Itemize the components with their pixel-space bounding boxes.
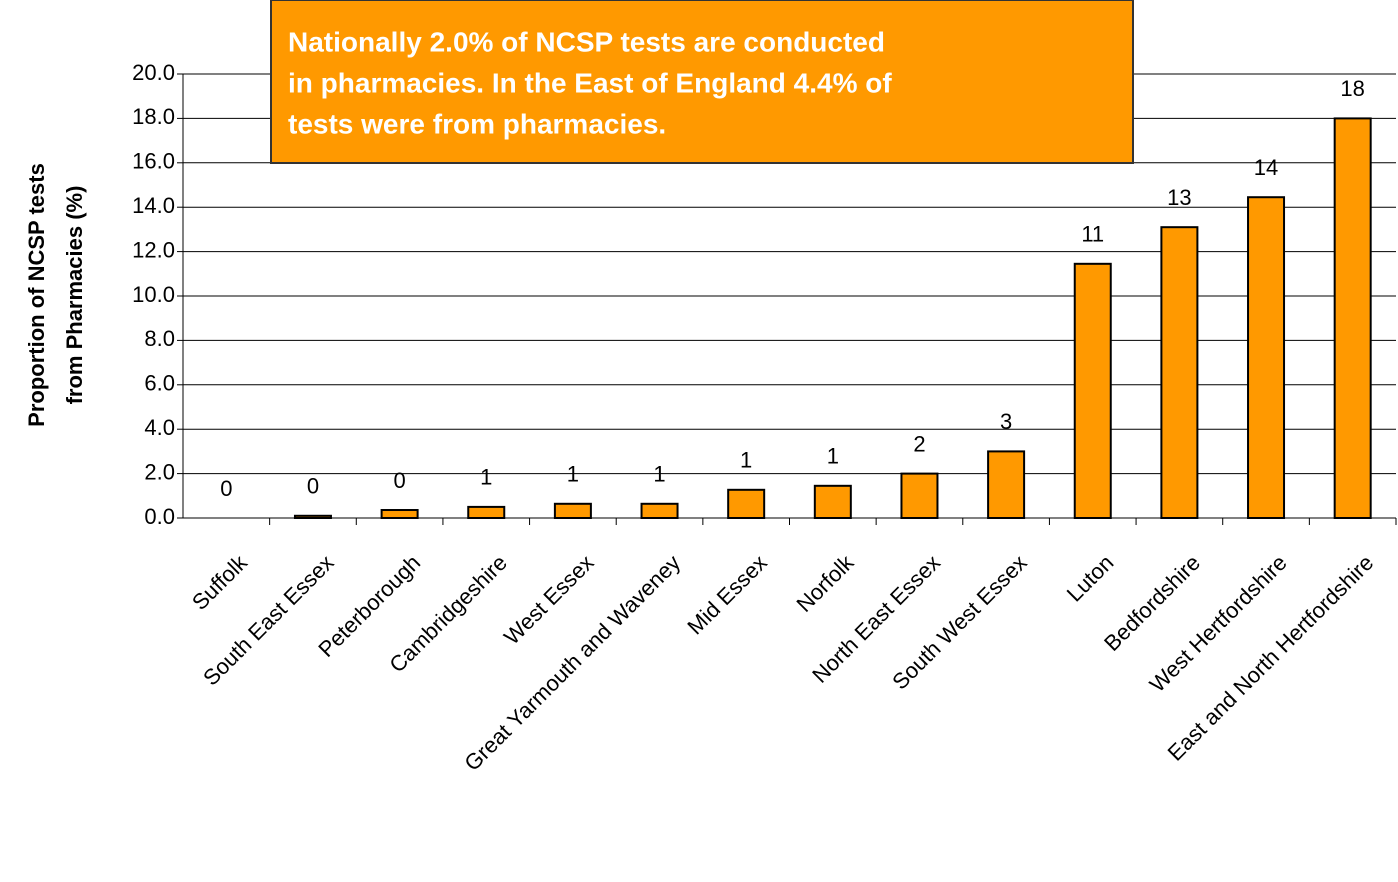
- bar: [467, 505, 506, 519]
- value-label: 1: [567, 462, 579, 487]
- y-axis-title: Proportion of NCSP tests: [24, 163, 49, 427]
- bar: [987, 450, 1026, 519]
- bar: [640, 502, 679, 519]
- value-label: 1: [740, 448, 752, 473]
- x-tick-label: Norfolk: [792, 549, 860, 617]
- y-tick-label: 14.0: [132, 193, 175, 218]
- bar: [727, 488, 766, 519]
- bar: [1073, 262, 1112, 519]
- y-tick-label: 4.0: [144, 415, 175, 440]
- value-label: 1: [653, 462, 665, 487]
- value-label: 13: [1167, 185, 1191, 210]
- y-tick-label: 8.0: [144, 326, 175, 351]
- value-label: 1: [480, 465, 492, 490]
- bar: [1160, 226, 1199, 519]
- y-tick-label: 12.0: [132, 237, 175, 262]
- value-label: 14: [1254, 155, 1278, 180]
- x-tick-label: Mid Essex: [682, 550, 771, 639]
- bar: [813, 484, 852, 519]
- y-axis-title: from Pharmacies (%): [62, 186, 87, 405]
- y-tick-label: 0.0: [144, 504, 175, 529]
- bar: [1247, 196, 1286, 520]
- bar: [380, 509, 419, 519]
- value-label: 11: [1081, 222, 1104, 247]
- x-tick-label: Suffolk: [187, 549, 253, 615]
- y-tick-label: 2.0: [144, 459, 175, 484]
- value-label: 1: [827, 444, 839, 469]
- bar: [553, 502, 592, 519]
- y-tick-label: 18.0: [132, 104, 175, 129]
- value-label: 0: [393, 468, 405, 493]
- value-label: 2: [913, 431, 925, 456]
- y-tick-label: 10.0: [132, 282, 175, 307]
- annotation-text: tests were from pharmacies.: [288, 108, 666, 139]
- value-label: 0: [307, 474, 319, 499]
- value-label: 3: [1000, 409, 1012, 434]
- annotation-box: [270, 0, 1134, 164]
- y-tick-label: 6.0: [144, 371, 175, 396]
- x-tick-label: Luton: [1062, 550, 1119, 607]
- y-tick-label: 16.0: [132, 149, 175, 174]
- y-tick-label: 20.0: [132, 60, 175, 85]
- annotation-text: in pharmacies. In the East of England 4.…: [288, 67, 892, 98]
- annotation-text: Nationally 2.0% of NCSP tests are conduc…: [288, 26, 885, 57]
- bar: [900, 472, 939, 520]
- value-label: 18: [1340, 76, 1364, 101]
- bar: [1333, 117, 1372, 520]
- value-label: 0: [220, 476, 232, 501]
